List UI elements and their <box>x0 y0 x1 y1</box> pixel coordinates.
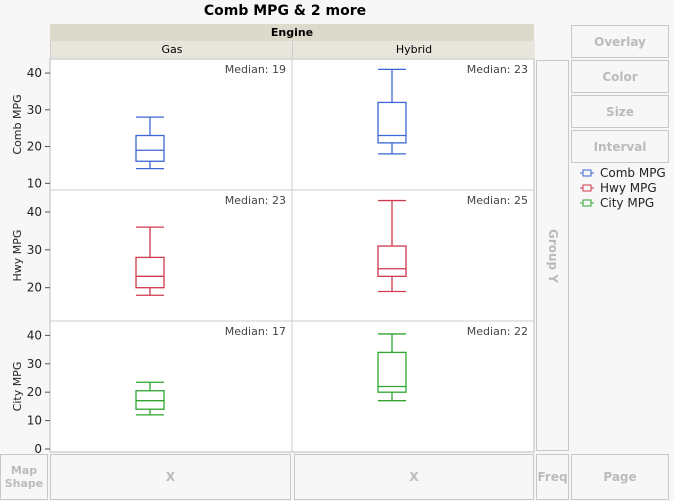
box-iqr <box>377 351 407 393</box>
legend-item[interactable]: Comb MPG <box>580 166 666 180</box>
y-axis-label: Hwy MPG <box>11 230 24 282</box>
median-label: Median: 23 <box>225 194 286 207</box>
median-label: Median: 25 <box>467 194 528 207</box>
legend-label: Hwy MPG <box>600 181 657 195</box>
y-tick-label: 40 <box>27 328 42 342</box>
y-tick-label: 40 <box>27 205 42 219</box>
box-plot[interactable] <box>377 333 407 402</box>
y-tick-label: 20 <box>27 281 42 295</box>
interval-zone[interactable]: Interval <box>571 130 669 163</box>
legend-label: Comb MPG <box>600 166 666 180</box>
map-shape-zone[interactable]: Map Shape <box>0 454 48 500</box>
y-tick-label: 20 <box>27 385 42 399</box>
group-y-label: Group Y <box>545 228 560 283</box>
x-zone-2[interactable]: X <box>294 454 534 500</box>
y-tick-label: 30 <box>27 103 42 117</box>
median-label: Median: 17 <box>225 325 286 338</box>
size-zone[interactable]: Size <box>571 95 669 128</box>
box-plot[interactable] <box>377 68 407 155</box>
box-plot[interactable] <box>135 226 165 296</box>
y-axis-label: City MPG <box>11 362 24 412</box>
column-gas[interactable]: Gas <box>50 41 293 58</box>
median-label: Median: 22 <box>467 325 528 338</box>
y-tick-label: 10 <box>27 414 42 428</box>
y-tick-label: 30 <box>27 357 42 371</box>
box-iqr <box>135 256 165 289</box>
x-zone-1[interactable]: X <box>50 454 291 500</box>
legend-item[interactable]: Hwy MPG <box>580 181 657 195</box>
box-plot[interactable] <box>135 116 165 170</box>
legend-label: City MPG <box>600 196 655 210</box>
legend-item[interactable]: City MPG <box>580 196 654 210</box>
box-legend-icon <box>580 199 594 207</box>
y-tick-label: 0 <box>34 442 42 454</box>
page-zone[interactable]: Page <box>571 454 669 500</box>
box-iqr <box>377 245 407 277</box>
group-y-zone[interactable]: Group Y <box>536 60 569 451</box>
box-plot[interactable] <box>135 381 165 416</box>
median-label: Median: 23 <box>467 63 528 76</box>
median-label: Median: 19 <box>225 63 286 76</box>
box-legend-icon <box>580 169 594 177</box>
box-legend-icon <box>580 184 594 192</box>
box-plot[interactable] <box>377 199 407 293</box>
overlay-zone[interactable]: Overlay <box>571 25 669 58</box>
y-tick-label: 10 <box>27 176 42 190</box>
box-iqr <box>377 101 407 144</box>
freq-zone[interactable]: Freq <box>536 454 569 500</box>
box-iqr <box>135 390 165 410</box>
y-axis-label: Comb MPG <box>11 94 24 154</box>
plot-area: 10 20 30 40 Comb MPG Median: 19 Median: 23 20 30… <box>11 58 535 454</box>
y-tick-label: 20 <box>27 140 42 154</box>
group-x-header[interactable]: Engine <box>50 24 534 41</box>
column-hybrid[interactable]: Hybrid <box>292 41 535 58</box>
y-tick-label: 30 <box>27 243 42 257</box>
y-tick-label: 40 <box>27 66 42 80</box>
color-zone[interactable]: Color <box>571 60 669 93</box>
box-iqr <box>135 134 165 162</box>
chart-title: Comb MPG & 2 more <box>203 3 367 19</box>
